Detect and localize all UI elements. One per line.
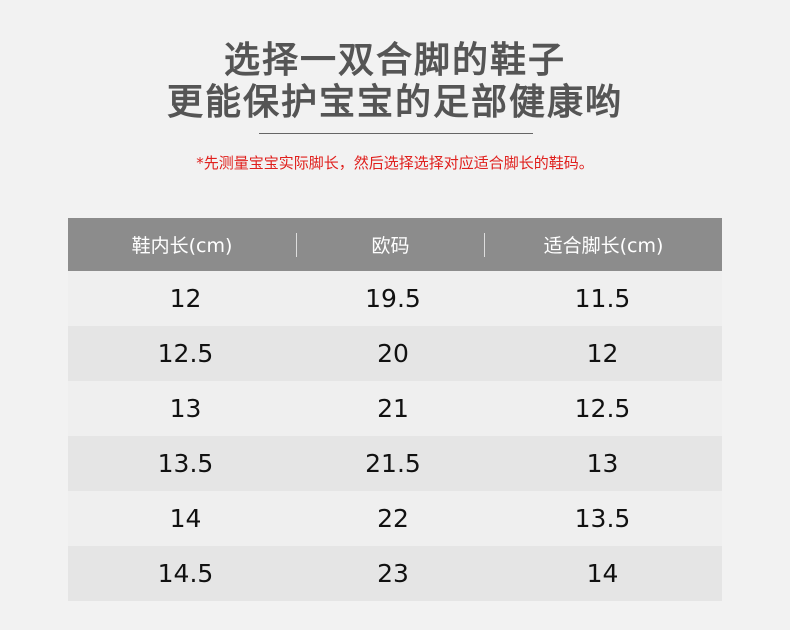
table-cell: 14 [586,559,619,588]
title-line-2: 更能保护宝宝的足部健康哟 [166,82,623,123]
table-cell: 12.5 [157,339,214,368]
table-cell: 21.5 [365,449,421,478]
title-line-1: 选择一双合脚的鞋子 [223,40,566,81]
header-separator [484,232,485,257]
table-cell: 23 [377,559,409,588]
table-cell: 11.5 [574,284,631,313]
table-cell: 12 [586,339,619,368]
table-row: 13 21 12.5 [68,381,722,436]
table-cell: 14.5 [157,559,214,588]
measurement-note: *先测量宝宝实际脚长，然后选择选择对应适合脚长的鞋码。 [196,154,594,172]
table-cell: 21 [377,394,409,423]
table-cell: 12 [169,284,202,313]
table-header: 鞋内长(cm) 欧码 适合脚长(cm) [68,218,722,271]
table-row: 12.5 20 12 [68,326,722,381]
table-row: 12 19.5 11.5 [68,271,722,326]
table-cell: 19.5 [365,284,421,313]
table-row: 14 22 13.5 [68,491,722,546]
table-cell: 13 [169,394,202,423]
table-cell: 13 [586,449,619,478]
table-row: 14.5 23 14 [68,546,722,601]
header-separator [296,232,297,257]
header-insole-length: 鞋内长(cm) [131,235,233,257]
divider [259,133,533,134]
table-cell: 13.5 [574,504,631,533]
table-cell: 13.5 [157,449,214,478]
table-cell: 20 [377,339,409,368]
table-cell: 14 [169,504,202,533]
table-row: 13.5 21.5 13 [68,436,722,491]
table-cell: 12.5 [574,394,631,423]
table-cell: 22 [377,504,409,533]
size-table: 鞋内长(cm) 欧码 适合脚长(cm) 12 19.5 11.5 12.5 20 12 13… [68,218,722,601]
header-foot-length: 适合脚长(cm) [543,235,664,257]
header-eu-size: 欧码 [371,235,410,257]
